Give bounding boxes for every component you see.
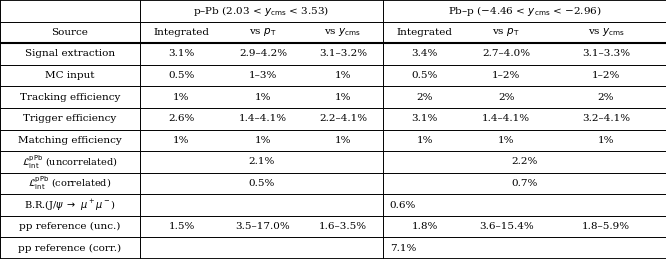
Text: 3.5–17.0%: 3.5–17.0% — [236, 222, 290, 231]
Text: $\mathcal{L}_\mathrm{int}^\mathrm{pPb}$ (correlated): $\mathcal{L}_\mathrm{int}^\mathrm{pPb}$ … — [28, 175, 112, 192]
Text: 0.5%: 0.5% — [248, 179, 274, 188]
Text: 3.1%: 3.1% — [412, 114, 438, 123]
Text: 2.9–4.2%: 2.9–4.2% — [239, 49, 287, 59]
Text: 2.6%: 2.6% — [168, 114, 194, 123]
Text: 1%: 1% — [416, 136, 433, 145]
Text: vs $y_\mathrm{cms}$: vs $y_\mathrm{cms}$ — [324, 26, 362, 38]
Text: 3.4%: 3.4% — [412, 49, 438, 59]
Text: 3.1%: 3.1% — [168, 49, 194, 59]
Text: p–Pb (2.03 < $y_\mathrm{cms}$ < 3.53): p–Pb (2.03 < $y_\mathrm{cms}$ < 3.53) — [193, 4, 330, 18]
Text: 0.6%: 0.6% — [390, 200, 416, 210]
Text: 3.1–3.3%: 3.1–3.3% — [582, 49, 630, 59]
Text: 1–2%: 1–2% — [592, 71, 620, 80]
Text: 3.2–4.1%: 3.2–4.1% — [582, 114, 630, 123]
Text: 1%: 1% — [335, 93, 351, 102]
Text: 0.7%: 0.7% — [511, 179, 537, 188]
Text: 3.6–15.4%: 3.6–15.4% — [479, 222, 533, 231]
Text: Tracking efficiency: Tracking efficiency — [20, 93, 120, 102]
Text: Pb–p (−4.46 < $y_\mathrm{cms}$ < −2.96): Pb–p (−4.46 < $y_\mathrm{cms}$ < −2.96) — [448, 4, 601, 18]
Text: 2%: 2% — [416, 93, 433, 102]
Text: vs $p_\mathrm{T}$: vs $p_\mathrm{T}$ — [492, 26, 520, 38]
Text: 1%: 1% — [173, 93, 190, 102]
Text: 1%: 1% — [173, 136, 190, 145]
Text: 0.5%: 0.5% — [412, 71, 438, 80]
Text: B.R.(J/$\psi$ $\rightarrow$ $\mu^+\mu^-$): B.R.(J/$\psi$ $\rightarrow$ $\mu^+\mu^-$… — [24, 198, 116, 213]
Text: Matching efficiency: Matching efficiency — [18, 136, 122, 145]
Text: 0.5%: 0.5% — [168, 71, 194, 80]
Text: 3.1–3.2%: 3.1–3.2% — [319, 49, 367, 59]
Text: 1%: 1% — [598, 136, 614, 145]
Text: 1–3%: 1–3% — [249, 71, 277, 80]
Text: 1%: 1% — [255, 136, 271, 145]
Text: Trigger efficiency: Trigger efficiency — [23, 114, 117, 123]
Text: 1.6–3.5%: 1.6–3.5% — [319, 222, 367, 231]
Text: Integrated: Integrated — [396, 28, 453, 37]
Text: 1%: 1% — [335, 71, 351, 80]
Text: 2.1%: 2.1% — [248, 157, 274, 166]
Text: 2.7–4.0%: 2.7–4.0% — [482, 49, 530, 59]
Text: 1.8–5.9%: 1.8–5.9% — [582, 222, 630, 231]
Text: vs $y_\mathrm{cms}$: vs $y_\mathrm{cms}$ — [587, 26, 625, 38]
Text: vs $p_\mathrm{T}$: vs $p_\mathrm{T}$ — [249, 26, 277, 38]
Text: 2.2–4.1%: 2.2–4.1% — [319, 114, 367, 123]
Text: 2%: 2% — [498, 93, 514, 102]
Text: 1.5%: 1.5% — [168, 222, 194, 231]
Text: $\mathcal{L}_\mathrm{int}^\mathrm{pPb}$ (uncorrelated): $\mathcal{L}_\mathrm{int}^\mathrm{pPb}$ … — [22, 153, 118, 171]
Text: 1.4–4.1%: 1.4–4.1% — [239, 114, 287, 123]
Text: 1.4–4.1%: 1.4–4.1% — [482, 114, 530, 123]
Text: 1%: 1% — [335, 136, 351, 145]
Text: 1.8%: 1.8% — [412, 222, 438, 231]
Text: pp reference (unc.): pp reference (unc.) — [19, 222, 121, 231]
Text: pp reference (corr.): pp reference (corr.) — [19, 244, 121, 253]
Text: Signal extraction: Signal extraction — [25, 49, 115, 59]
Text: 2%: 2% — [598, 93, 614, 102]
Text: 1–2%: 1–2% — [492, 71, 520, 80]
Text: 1%: 1% — [498, 136, 514, 145]
Text: Integrated: Integrated — [153, 28, 210, 37]
Text: 2.2%: 2.2% — [511, 157, 537, 166]
Text: Source: Source — [51, 28, 89, 37]
Text: 7.1%: 7.1% — [390, 244, 416, 253]
Text: 1%: 1% — [255, 93, 271, 102]
Text: MC input: MC input — [45, 71, 95, 80]
